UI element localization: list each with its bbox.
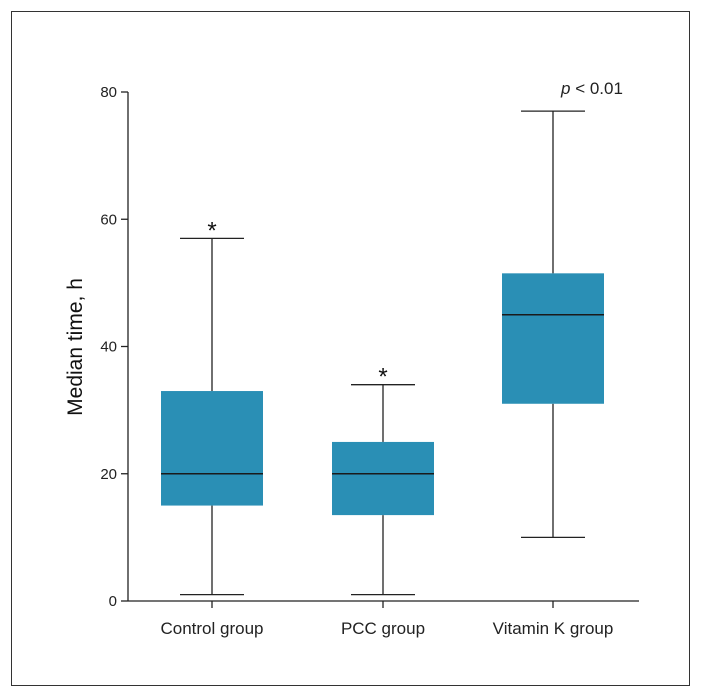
p-value-italic: p	[560, 79, 570, 98]
y-tick-label: 80	[100, 84, 117, 101]
y-axis-label: Median time, h	[64, 278, 87, 416]
y-tick-label: 0	[109, 593, 117, 610]
x-tick-label: Vitamin K group	[493, 619, 614, 638]
box-2: *	[332, 364, 434, 596]
x-tick-label: Control group	[160, 619, 263, 638]
box-3	[502, 110, 604, 539]
significance-marker: *	[207, 217, 216, 244]
significance-marker: *	[378, 364, 387, 391]
y-tick-label: 60	[100, 211, 117, 228]
y-tick-label: 20	[100, 466, 117, 483]
iqr-box	[502, 273, 604, 404]
iqr-box	[161, 391, 263, 506]
y-axis: 0 20 40 60 80	[100, 84, 129, 610]
p-value-annotation: p < 0.01	[560, 79, 623, 98]
boxes: **	[161, 110, 604, 596]
iqr-box	[332, 441, 434, 516]
x-tick-label: PCC group	[341, 619, 425, 638]
box-1: *	[161, 217, 263, 596]
y-tick-label: 40	[100, 339, 117, 356]
p-value-rest: < 0.01	[570, 79, 622, 98]
x-axis: Control group PCC group Vitamin K group	[128, 600, 639, 638]
